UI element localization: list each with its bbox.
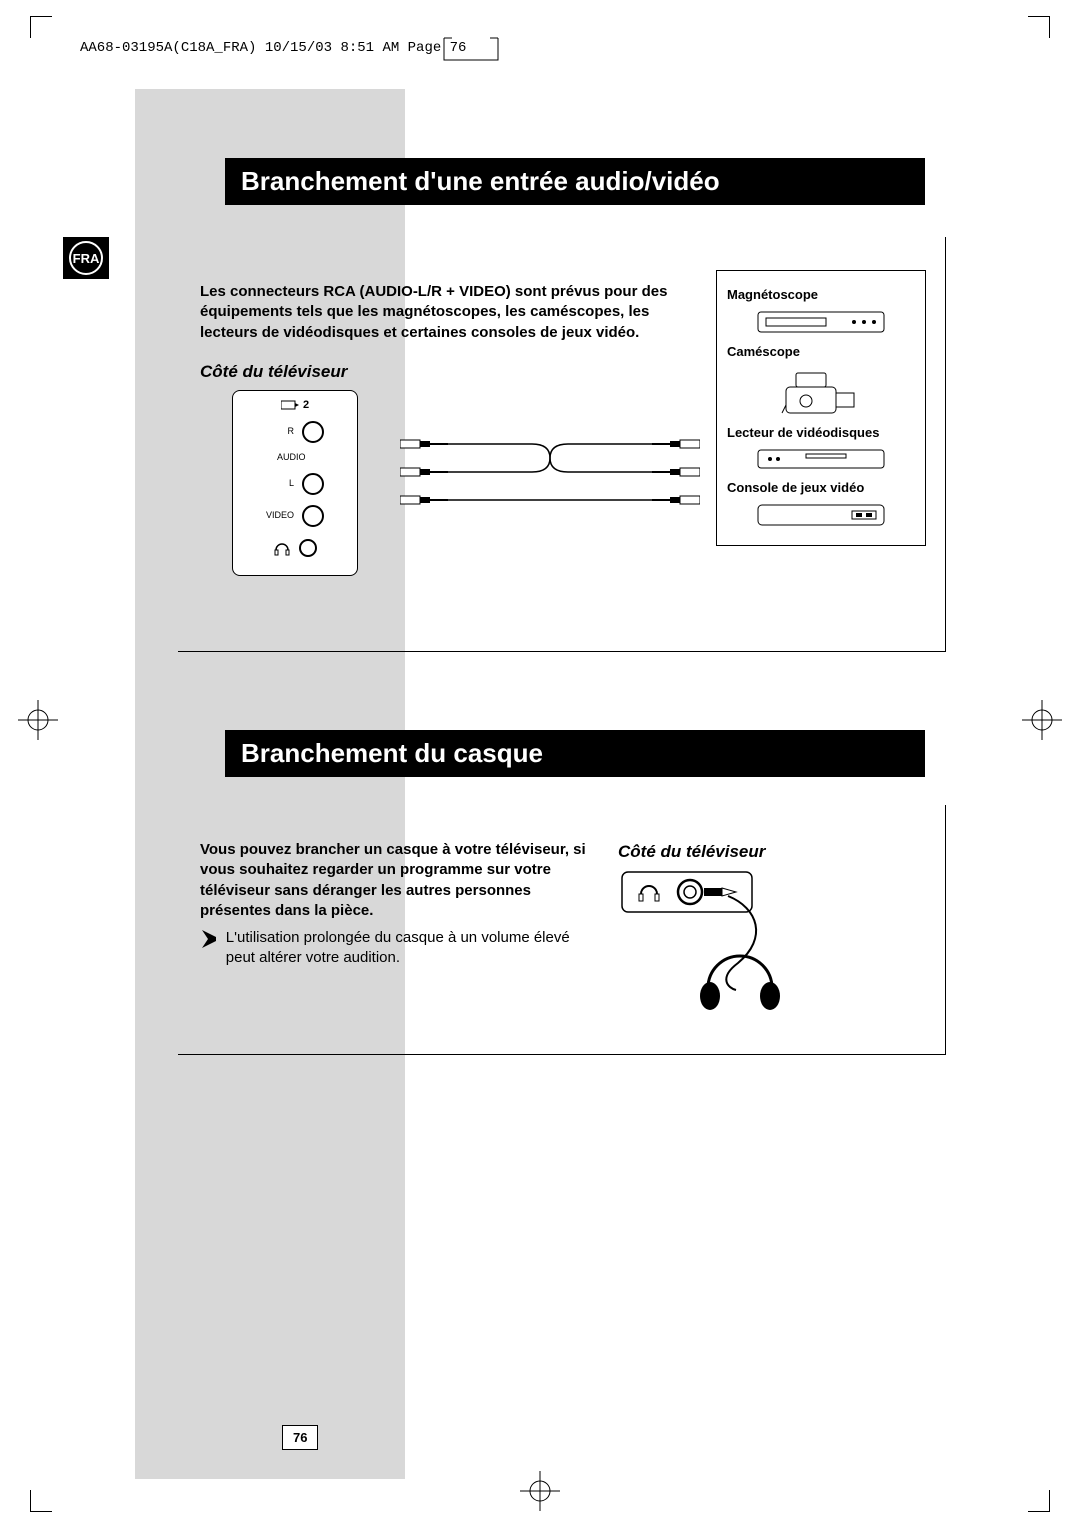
document-header: AA68-03195A(C18A_FRA) 10/15/03 8:51 AM P… xyxy=(80,40,466,56)
vcr-icon xyxy=(727,306,915,338)
pointer-arrow-icon xyxy=(200,928,216,950)
device-list-box: Magnétoscope Caméscope Lecteur de vidéod… xyxy=(716,270,926,546)
section-title: Branchement du casque xyxy=(225,730,925,777)
game-console-icon xyxy=(727,499,915,531)
headphone-jack-row xyxy=(273,539,317,557)
crop-mark xyxy=(1028,1490,1050,1512)
header-page-bracket xyxy=(442,36,500,62)
camcorder-icon xyxy=(727,363,915,419)
section-intro-text: Vous pouvez brancher un casque à votre t… xyxy=(200,840,600,921)
label-r: R xyxy=(288,426,295,436)
crop-mark xyxy=(30,1490,52,1512)
registration-mark xyxy=(1022,700,1062,745)
label-audio: AUDIO xyxy=(277,452,306,462)
headphones-icon xyxy=(273,539,291,557)
registration-mark xyxy=(18,700,58,745)
headphone-diagram xyxy=(618,868,818,1023)
section-intro-text: Les connecteurs RCA (AUDIO-L/R + VIDEO) … xyxy=(200,282,690,343)
section-title: Branchement d'une entrée audio/vidéo xyxy=(225,158,925,205)
language-code: FRA xyxy=(69,241,103,275)
tv-side-subtitle: Côté du téléviseur xyxy=(200,362,347,382)
warning-note: L'utilisation prolongée du casque à un v… xyxy=(200,928,600,969)
note-text: L'utilisation prolongée du casque à un v… xyxy=(226,928,600,969)
page-number: 76 xyxy=(282,1425,318,1450)
language-badge: FRA xyxy=(63,237,109,279)
rca-cable-diagram xyxy=(400,430,700,535)
label-l: L xyxy=(289,478,294,488)
disc-player-icon xyxy=(727,444,915,474)
tv-side-subtitle: Côté du téléviseur xyxy=(618,842,765,862)
device-label-camcorder: Caméscope xyxy=(727,344,915,359)
device-label-disc: Lecteur de vidéodisques xyxy=(727,425,915,440)
tv-input-panel: 2 R AUDIO L VIDEO xyxy=(232,390,358,576)
panel-input-label: 2 xyxy=(281,399,309,411)
registration-mark xyxy=(520,1471,560,1516)
crop-mark xyxy=(1028,16,1050,38)
device-label-console: Console de jeux vidéo xyxy=(727,480,915,495)
device-label-vcr: Magnétoscope xyxy=(727,287,915,302)
label-video: VIDEO xyxy=(266,510,294,520)
crop-mark xyxy=(30,16,52,38)
input-number: 2 xyxy=(303,399,309,411)
